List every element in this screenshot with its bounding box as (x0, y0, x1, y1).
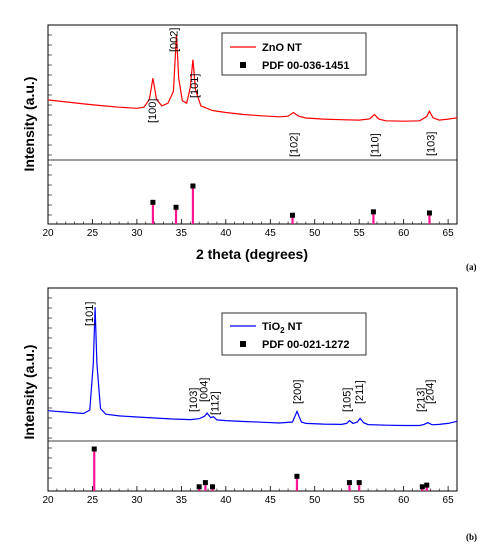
peak-label-b-8: [204] (424, 380, 436, 404)
peak-label-a-0: [100] (147, 99, 159, 123)
peak-label-b-2: [004] (199, 378, 211, 402)
peak-label-b-6: [211] (354, 380, 366, 404)
x-tick-label-b-20: 20 (42, 495, 54, 506)
x-tick-label-b-35: 35 (176, 495, 188, 506)
x-tick-label-b-45: 45 (265, 495, 277, 506)
y-minor-ticks-b (48, 297, 52, 479)
panel-label-a: (a) (466, 262, 477, 272)
zno-reference-sticks (150, 183, 432, 224)
ref-marker-b-5 (346, 480, 352, 486)
x-tick-label-b-40: 40 (220, 495, 232, 506)
peak-label-a-3: [102] (288, 133, 300, 157)
ref-marker-b-6 (356, 480, 362, 486)
peak-label-b-5: [105] (342, 388, 354, 412)
ref-marker-b-4 (294, 473, 300, 479)
ref-marker-a-1 (173, 204, 179, 210)
x-tick-label-b-65: 65 (443, 495, 455, 506)
legend-label-tio2: TiO2 NT (262, 321, 303, 335)
peak-label-b-7: [213] (416, 388, 428, 412)
peak-label-b-3: [112] (209, 391, 221, 415)
x-tick-label-a-55: 55 (354, 228, 366, 239)
x-tick-label-b-25: 25 (87, 495, 99, 506)
x-ticks-a: 20 25 30 35 40 45 50 55 60 65 (42, 219, 454, 239)
legend-label-tio2-base: TiO (262, 321, 281, 333)
peak-label-a-1: [002] (168, 28, 180, 52)
x-tick-label-a-20: 20 (42, 228, 54, 239)
y-axis-label-b: Intensity (a.u.) (21, 345, 37, 440)
ref-marker-b-7 (419, 484, 425, 490)
x-tick-label-a-35: 35 (176, 228, 188, 239)
peak-label-a-4: [110] (369, 133, 381, 157)
tio2-curve (47, 307, 458, 427)
x-tick-label-b-55: 55 (354, 495, 366, 506)
legend-marker-pdf-a (240, 62, 246, 68)
legend-label-zno: ZnO NT (262, 42, 302, 54)
x-tick-label-a-60: 60 (398, 228, 410, 239)
x-tick-label-b-50: 50 (309, 495, 321, 506)
x-tick-label-a-30: 30 (131, 228, 143, 239)
x-tick-label-b-60: 60 (398, 495, 410, 506)
legend-box-b (221, 312, 367, 356)
x-tick-label-a-45: 45 (265, 228, 277, 239)
ref-marker-b-1 (196, 484, 202, 490)
y-minor-ticks-a (48, 34, 52, 216)
ref-marker-b-2 (202, 480, 208, 486)
panel-label-b: (b) (466, 532, 477, 542)
ref-marker-b-3 (209, 484, 215, 490)
panel-a: 20 25 30 35 40 45 50 55 60 65 [100] [002] [101] [102… (21, 24, 477, 272)
ref-marker-b-0 (91, 446, 97, 452)
ref-marker-a-4 (370, 209, 376, 215)
tio2-reference-sticks (91, 446, 430, 491)
ref-marker-a-2 (190, 183, 196, 189)
legend-label-tio2-sub: 2 (280, 326, 285, 335)
x-tick-label-a-40: 40 (220, 228, 232, 239)
x-axis-label-a: 2 theta (degrees) (196, 246, 308, 262)
legend-a: ZnO NT PDF 00-036-1451 (221, 32, 367, 76)
ref-marker-a-5 (426, 210, 432, 216)
legend-label-tio2-rest: NT (285, 321, 303, 333)
panel-b: 20 25 30 35 40 45 50 55 60 65 [101] [103][004][112… (21, 287, 477, 542)
zno-curve (47, 34, 458, 122)
x-tick-label-a-25: 25 (87, 228, 99, 239)
peak-label-b-0: [101] (84, 302, 96, 326)
ref-marker-b-8 (424, 482, 430, 488)
x-ticks-b: 20 25 30 35 40 45 50 55 60 65 (42, 486, 454, 506)
tio2-peak-labels: [101] [103][004][112] [200] [105] [211] [213]… (84, 302, 436, 415)
peak-label-b-4: [200] (292, 380, 304, 404)
peak-label-b-1: [103] (188, 388, 200, 412)
y-axis-label-a: Intensity (a.u.) (21, 77, 37, 172)
x-tick-label-a-50: 50 (309, 228, 321, 239)
legend-label-pdf-a: PDF 00-036-1451 (262, 60, 349, 72)
peak-label-a-2: [101] (189, 74, 201, 98)
ref-marker-a-0 (150, 199, 156, 205)
legend-marker-pdf-b (240, 341, 246, 347)
x-tick-label-b-30: 30 (131, 495, 143, 506)
legend-label-pdf-b: PDF 00-021-1272 (262, 339, 349, 351)
zno-peak-labels: [100] [002] [101] [102] [110] [103] (147, 28, 437, 157)
legend-b: TiO2 NT PDF 00-021-1272 (221, 312, 367, 356)
x-tick-label-a-65: 65 (443, 228, 455, 239)
ref-marker-a-3 (290, 212, 296, 218)
peak-label-a-5: [103] (425, 132, 437, 156)
